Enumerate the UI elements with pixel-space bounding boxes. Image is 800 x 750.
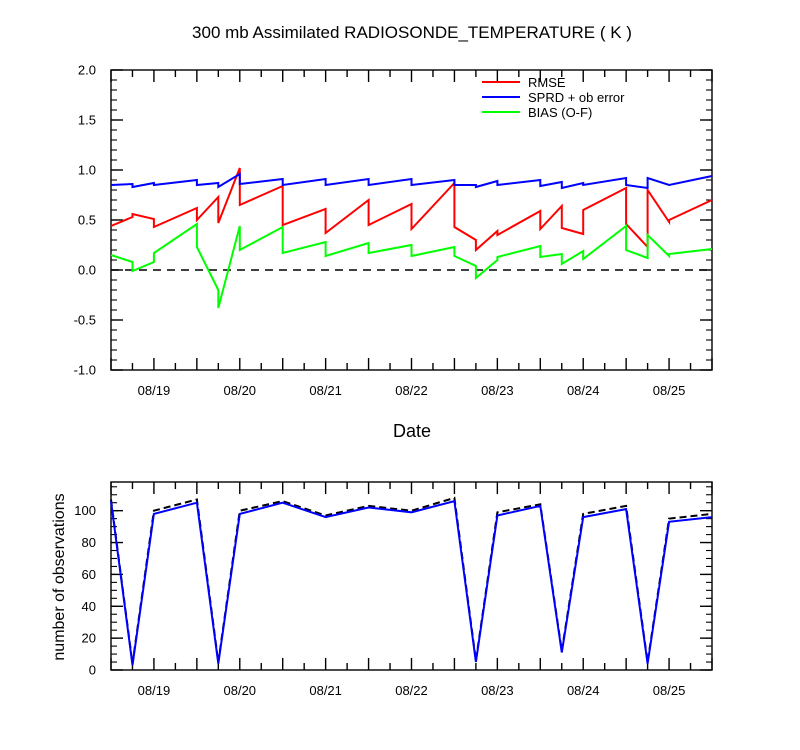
- bottom-x-tick-label: 08/20: [224, 683, 257, 698]
- bottom-series-solid-1: [110, 499, 713, 666]
- x-axis-label: Date: [393, 421, 431, 441]
- legend-label: RMSE: [528, 75, 566, 90]
- bottom-plot-area: 08/19 08/20 08/21 08/22 08/23 08/24 08/25 0 20 40…: [74, 481, 713, 698]
- bottom-x-tick-label: 08/19: [138, 683, 171, 698]
- top-x-tick-label: 08/24: [567, 383, 600, 398]
- top-plot-area: 08/19 08/20 08/21 08/22 08/23 08/24 08/25 -1.0 -…: [74, 63, 713, 398]
- bottom-x-tick-label: 08/25: [653, 683, 686, 698]
- chart-title: 300 mb Assimilated RADIOSONDE_TEMPERATUR…: [192, 23, 632, 42]
- bottom-y-tick-label: 20: [82, 631, 96, 646]
- top-y-tick-label: -0.5: [74, 313, 96, 328]
- top-x-tick-label: 08/22: [395, 383, 428, 398]
- bottom-y-tick-label: 0: [89, 663, 96, 678]
- bottom-y-tick-label: 100: [74, 503, 96, 518]
- top-x-tick-label: 08/19: [138, 383, 171, 398]
- legend-label: SPRD + ob error: [528, 90, 625, 105]
- top-y-tick-label: -1.0: [74, 363, 96, 378]
- top-y-tick-label: 1.5: [78, 113, 96, 128]
- bottom-x-tick-label: 08/22: [395, 683, 428, 698]
- bottom-x-tick-label: 08/24: [567, 683, 600, 698]
- y-axis-label-bottom: number of observations: [51, 493, 68, 660]
- legend-label: BIAS (O-F): [528, 105, 592, 120]
- bottom-x-tick-label: 08/23: [481, 683, 514, 698]
- top-x-tick-label: 08/25: [653, 383, 686, 398]
- top-series-rmse: [110, 167, 713, 253]
- bottom-y-tick-label: 40: [82, 599, 96, 614]
- bottom-series-dashed-0: [110, 496, 713, 664]
- top-y-tick-label: 1.0: [78, 163, 96, 178]
- bottom-y-tick-label: 80: [82, 535, 96, 550]
- top-y-tick-label: 0.5: [78, 213, 96, 228]
- top-series-sprd-ob-error: [110, 172, 713, 190]
- top-x-tick-label: 08/20: [224, 383, 257, 398]
- top-y-tick-label: 2.0: [78, 63, 96, 78]
- bottom-y-tick-label: 60: [82, 567, 96, 582]
- top-series-bias-o-f: [110, 222, 713, 309]
- top-x-tick-label: 08/23: [481, 383, 514, 398]
- top-x-tick-label: 08/21: [309, 383, 342, 398]
- top-y-tick-label: 0.0: [78, 263, 96, 278]
- bottom-x-tick-label: 08/21: [309, 683, 342, 698]
